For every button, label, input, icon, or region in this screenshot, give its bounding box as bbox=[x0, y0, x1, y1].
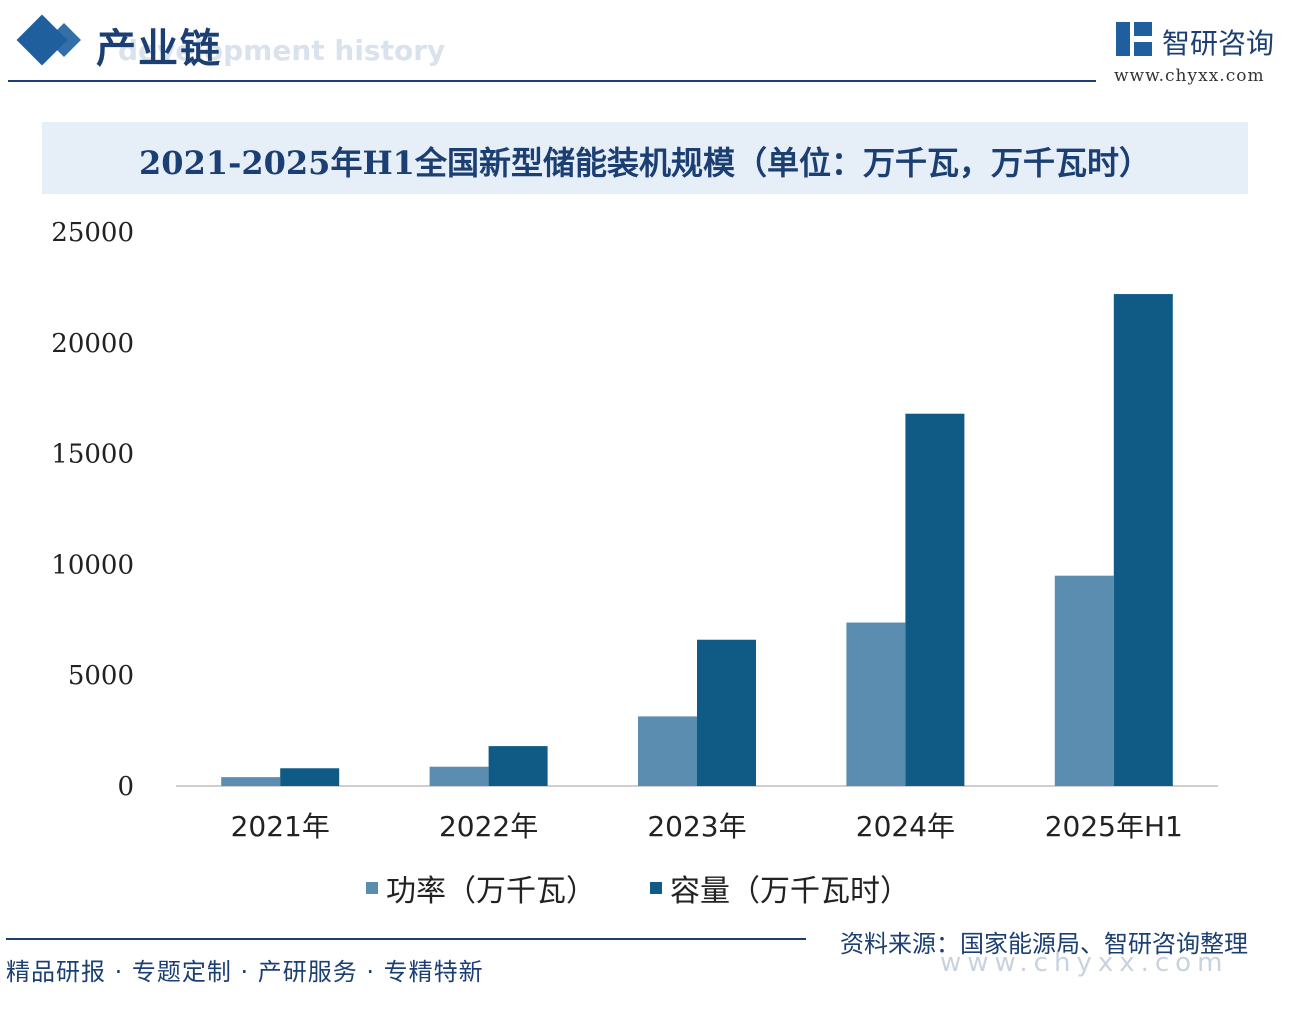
legend-label: 容量（万千瓦时） bbox=[670, 874, 910, 909]
bar-power bbox=[846, 622, 906, 786]
bar-power bbox=[1054, 575, 1114, 786]
brand-url: www.chyxx.com bbox=[1114, 66, 1265, 86]
footer-divider bbox=[6, 938, 806, 940]
section-subtitle: development history bbox=[118, 34, 446, 67]
x-tick-label: 2022年 bbox=[439, 810, 538, 843]
brand-name: 智研咨询 bbox=[1162, 27, 1275, 60]
y-tick-label: 5000 bbox=[68, 661, 134, 691]
x-tick-label: 2023年 bbox=[647, 810, 746, 843]
header-divider bbox=[8, 80, 1096, 82]
x-tick-label: 2025年H1 bbox=[1045, 810, 1183, 843]
footer-url: www.chyxx.com bbox=[940, 948, 1229, 978]
legend-label: 功率（万千瓦） bbox=[386, 874, 596, 909]
legend-swatch bbox=[650, 882, 662, 894]
legend-item: 容量（万千瓦时） bbox=[650, 866, 910, 910]
y-tick-label: 20000 bbox=[51, 329, 134, 359]
bar-capacity bbox=[697, 639, 756, 786]
y-tick-label: 10000 bbox=[51, 550, 134, 580]
bar-power bbox=[221, 777, 281, 786]
y-tick-label: 15000 bbox=[51, 440, 134, 470]
x-tick-label: 2024年 bbox=[856, 810, 955, 843]
chart-legend: 功率（万千瓦） 容量（万千瓦时） bbox=[366, 866, 910, 910]
x-tick-label: 2021年 bbox=[231, 810, 330, 843]
bar-capacity bbox=[488, 746, 548, 786]
legend-swatch bbox=[366, 882, 378, 894]
bar-power bbox=[638, 716, 697, 786]
brand-logo-icon bbox=[1116, 22, 1152, 56]
data-source: 资料来源：国家能源局、智研咨询整理 bbox=[840, 930, 1248, 958]
y-tick-label: 0 bbox=[117, 772, 134, 802]
bar-capacity bbox=[905, 413, 965, 786]
legend-item: 功率（万千瓦） bbox=[366, 866, 596, 910]
chart-title: 2021-2025年H1全国新型储能装机规模（单位：万千瓦，万千瓦时） bbox=[139, 144, 1151, 182]
y-tick-label: 25000 bbox=[51, 218, 134, 248]
bar-chart: 0 5000 10000 15000 20000 25000 2021年 2022年 2023年… bbox=[51, 218, 1218, 843]
bar-power bbox=[429, 766, 489, 786]
footer-tagline: 精品研报 · 专题定制 · 产研服务 · 专精特新 bbox=[6, 958, 484, 986]
bar-capacity bbox=[1113, 294, 1173, 786]
section-title: 产业链 bbox=[96, 25, 222, 72]
chart-title-band bbox=[42, 122, 1248, 194]
bar-capacity bbox=[280, 768, 340, 786]
page-header: development history 产业链 智研咨询 www.chyxx.c… bbox=[0, 0, 1298, 90]
